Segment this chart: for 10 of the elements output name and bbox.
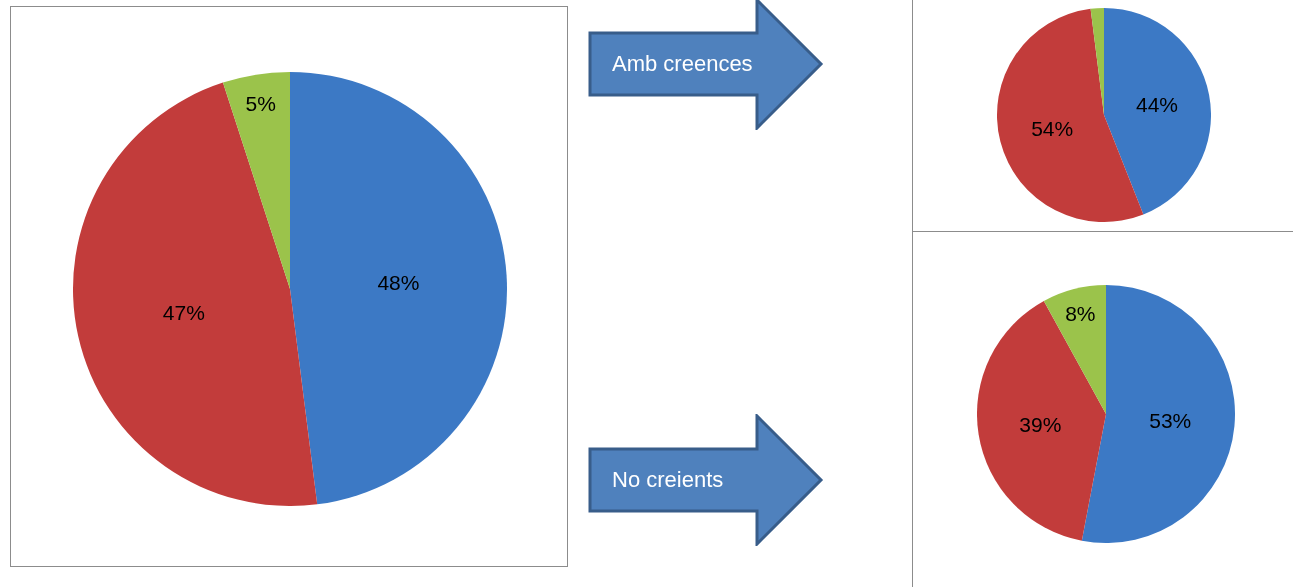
data-label: 47% bbox=[162, 301, 205, 325]
data-label: 44% bbox=[1136, 93, 1179, 117]
data-label: 48% bbox=[377, 270, 420, 294]
data-label: 8% bbox=[1065, 302, 1096, 326]
data-label: 54% bbox=[1031, 116, 1074, 140]
data-label: 39% bbox=[1019, 412, 1062, 436]
data-label: 5% bbox=[245, 92, 276, 116]
text: No creients bbox=[612, 467, 724, 493]
text: Amb creences bbox=[612, 51, 753, 77]
data-label: 53% bbox=[1149, 408, 1192, 432]
